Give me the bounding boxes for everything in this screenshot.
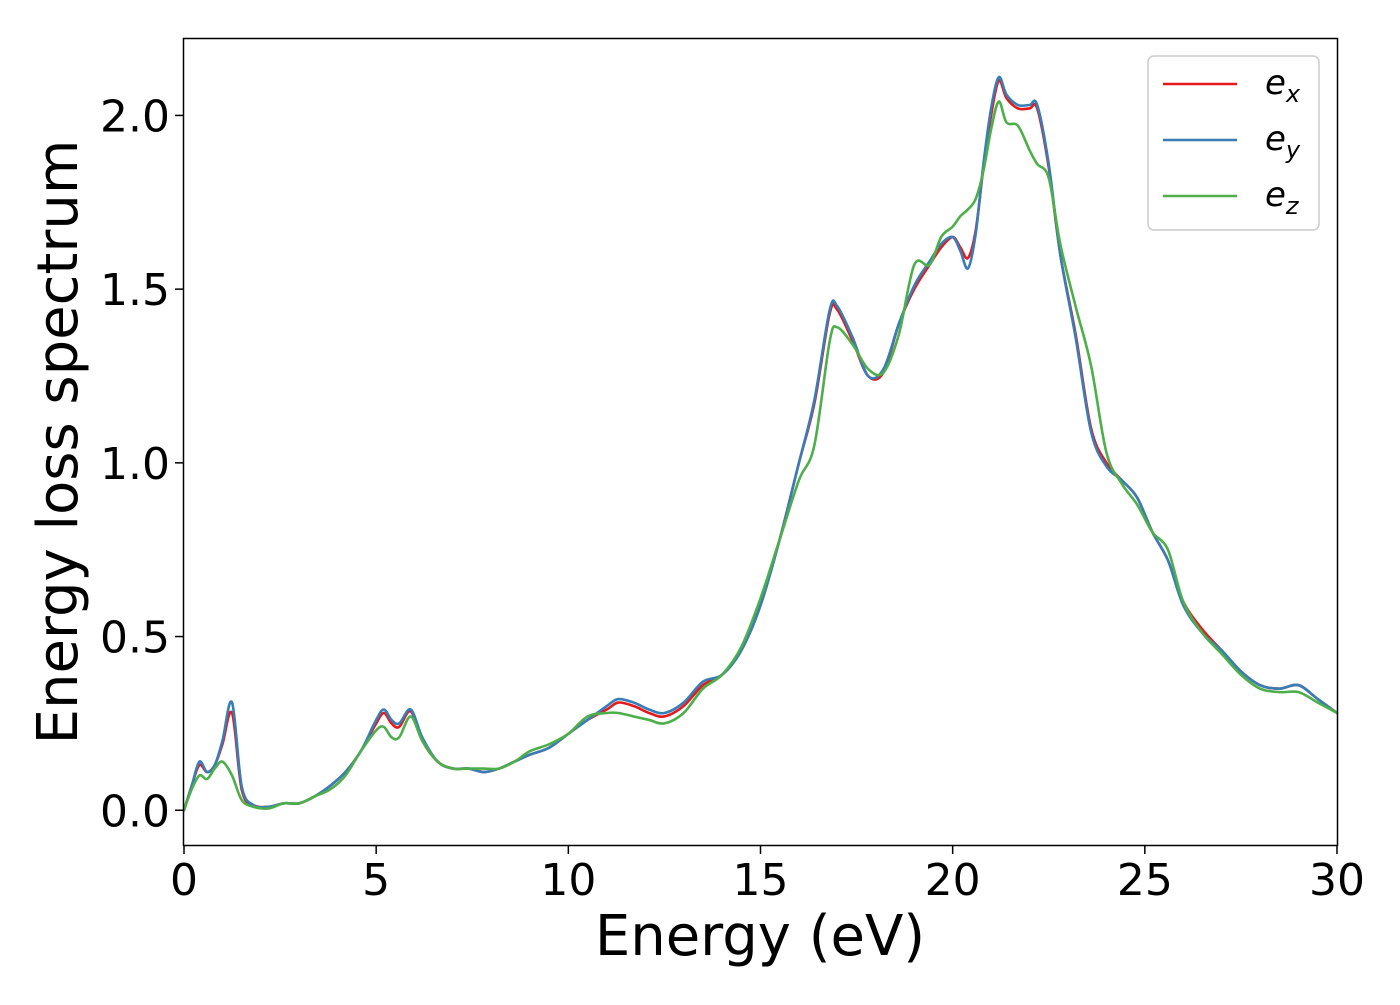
legend-label-e_x: ex xyxy=(1265,63,1301,108)
series-line-e_y xyxy=(184,75,1337,812)
x-tick-label: 10 xyxy=(540,855,596,906)
x-tick-label: 0 xyxy=(170,855,198,906)
y-tick-label: 1.0 xyxy=(100,439,170,490)
y-tick-label: 0.5 xyxy=(100,613,170,664)
legend-label-e_z: ez xyxy=(1265,175,1300,220)
x-tick-label: 25 xyxy=(1117,855,1173,906)
legend-label-e_y: ey xyxy=(1265,119,1301,164)
legend: ex ey ez xyxy=(1147,55,1320,231)
y-axis-label: Energy loss spectrum xyxy=(26,140,91,745)
x-tick-label: 15 xyxy=(733,855,789,906)
legend-box xyxy=(1147,55,1320,231)
x-tick-label: 5 xyxy=(362,855,390,906)
plot-area xyxy=(184,75,1337,812)
x-axis-label: Energy (eV) xyxy=(595,904,925,969)
series-line-e_z xyxy=(184,100,1337,812)
y-tick-label: 0.0 xyxy=(100,786,170,837)
x-tick-label: 30 xyxy=(1309,855,1365,906)
y-tick-label: 1.5 xyxy=(100,265,170,316)
axis-ticks: 0 5 10 15 20 25 30 0.0 0.5 1.0 1.5 2.0 xyxy=(100,91,1365,906)
y-tick-label: 2.0 xyxy=(100,91,170,142)
x-tick-label: 20 xyxy=(925,855,981,906)
